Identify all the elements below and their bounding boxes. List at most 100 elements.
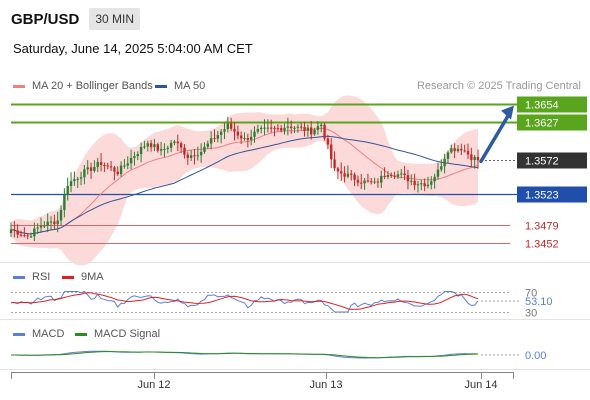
candle-body <box>306 127 310 131</box>
rsi-ref-label: 70 <box>525 288 537 300</box>
candle-body <box>273 127 276 129</box>
rsi-ref-label: 30 <box>525 308 537 320</box>
candle-body <box>440 166 443 170</box>
support-label: 1.3523 <box>525 190 559 202</box>
candle-body <box>373 181 376 183</box>
candle-body <box>99 162 103 166</box>
candle-body <box>296 126 300 128</box>
candle-body <box>363 180 366 184</box>
candle-body <box>236 131 240 136</box>
candle-body <box>353 174 356 180</box>
candle-body <box>330 144 333 160</box>
candle-body <box>380 175 383 183</box>
candle-body <box>430 181 433 185</box>
candle-body <box>460 148 463 151</box>
legend-rsi-label: RSI <box>32 271 51 283</box>
bollinger-band-area <box>11 95 478 266</box>
candle-body <box>193 155 196 157</box>
candle-body <box>139 147 143 155</box>
candle-body <box>300 126 303 128</box>
candle-body <box>183 147 186 155</box>
candle-body <box>93 167 96 171</box>
candle-body <box>403 173 406 176</box>
candle-body <box>333 159 336 169</box>
candle-body <box>426 184 430 187</box>
header: GBP/USD 30 MIN <box>11 7 141 31</box>
candle-body <box>129 157 133 164</box>
candle-body <box>290 126 293 129</box>
resistance-tag <box>517 114 587 131</box>
timeframe-button[interactable]: 30 MIN <box>89 8 141 30</box>
macd-value-label: 0.00 <box>525 350 546 362</box>
candle-body <box>226 123 230 130</box>
legend-macd-label: MACD <box>32 328 65 340</box>
candle-body <box>390 174 393 176</box>
legend-ma50: MA 50 <box>155 80 205 92</box>
candle-body <box>126 163 129 166</box>
candle-body <box>219 131 223 135</box>
forecast-arrow <box>479 105 514 164</box>
resistance-label: 1.3627 <box>525 118 559 130</box>
candle-body <box>420 183 423 185</box>
candle-body <box>186 154 189 158</box>
candle-body <box>189 155 193 158</box>
candle-body <box>393 175 396 177</box>
candle-body <box>199 151 203 156</box>
macd-signal-swatch <box>75 332 87 336</box>
candle-body <box>136 154 139 157</box>
candle-body <box>396 174 400 177</box>
rsi-swatch <box>13 275 25 279</box>
candle-body <box>376 181 380 183</box>
legend-ma50-label: MA 50 <box>174 80 206 92</box>
candle-body <box>106 165 109 167</box>
candle-body <box>303 127 306 131</box>
candle-body <box>26 235 29 237</box>
candle-body <box>63 194 66 210</box>
candle-body <box>453 148 456 152</box>
legend-rsi: RSI <box>13 271 50 283</box>
candle-body <box>406 175 410 182</box>
symbol-title: GBP/USD <box>11 10 80 28</box>
candle-body <box>153 144 156 148</box>
weak-support-label: 1.3452 <box>525 239 559 251</box>
candle-body <box>103 165 106 167</box>
candle-body <box>443 158 446 167</box>
candle-body <box>229 123 233 129</box>
candle-body <box>143 146 146 148</box>
candle-body <box>36 227 39 229</box>
candle-body <box>259 127 263 130</box>
candle-body <box>13 229 16 231</box>
bollinger-bands <box>11 95 478 266</box>
candle-body <box>256 129 260 132</box>
rsi-line <box>11 290 479 313</box>
legend-rsi-ma-label: 9MA <box>81 271 104 283</box>
candle-body <box>340 171 343 174</box>
candle-body <box>316 126 320 130</box>
ma50-swatch <box>155 84 167 88</box>
candle-body <box>33 228 36 237</box>
candle-body <box>466 151 470 155</box>
candle-body <box>29 236 33 238</box>
candle-body <box>383 175 386 178</box>
candle-body <box>216 134 220 139</box>
candle-body <box>176 141 179 144</box>
legend-ma20-label: MA 20 + Bollinger Bands <box>32 80 153 92</box>
candle-body <box>213 138 216 140</box>
candle-body <box>326 138 330 145</box>
candle-body <box>19 234 23 236</box>
research-credit: Research © 2025 Trading Central <box>416 80 581 92</box>
rsi-value-label: 53.10 <box>525 296 553 308</box>
panel-dividers <box>0 262 590 370</box>
candle-body <box>179 143 183 148</box>
x-tick-label: Jun 14 <box>464 379 497 391</box>
candle-body <box>356 179 360 183</box>
candle-body <box>223 129 226 132</box>
rsi-ma-swatch <box>62 275 74 279</box>
legend-ma20: MA 20 + Bollinger Bands <box>13 80 153 92</box>
weak-support-label: 1.3479 <box>525 221 559 233</box>
candle-body <box>9 229 13 234</box>
candle-body <box>243 138 246 140</box>
candle-body <box>336 168 340 172</box>
